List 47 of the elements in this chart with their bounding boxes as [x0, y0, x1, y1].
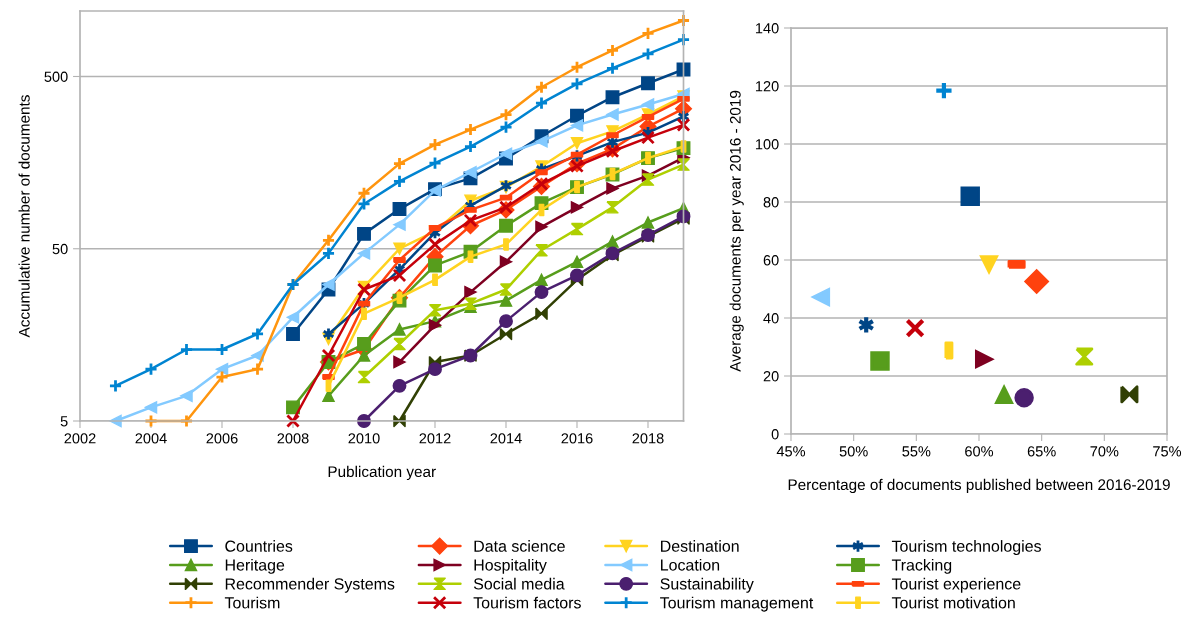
y-axis-title: Average documents per year 2016 - 2019 — [729, 90, 744, 372]
x-tick-label: 2008 — [277, 433, 309, 444]
y-tick-label: 50 — [52, 243, 68, 255]
y-tick-label: 20 — [763, 371, 779, 382]
x-axis-title: Publication year — [328, 465, 436, 481]
y-tick-label: 80 — [763, 197, 779, 208]
x-tick-label: 50% — [839, 446, 868, 457]
legend-label: Tourism technologies — [891, 540, 1041, 555]
legend-label: Data science — [474, 540, 565, 552]
legend-label: Tourist motivation — [891, 596, 1015, 609]
x-tick-label: 60% — [965, 446, 994, 457]
legend-label: Tourism factors — [473, 596, 581, 609]
x-tick-label: 2002 — [64, 433, 96, 444]
y-tick-label: 500 — [44, 71, 68, 82]
y-tick-label: 140 — [755, 23, 779, 34]
legend-label: Tourism management — [660, 596, 814, 612]
x-tick-label: 75% — [1153, 446, 1182, 457]
legend-label: Social media — [473, 577, 565, 590]
y-tick-label: 120 — [755, 81, 779, 92]
y-axis-title: Accumulative number of documents — [18, 95, 30, 338]
legend-label: Recommender Systems — [225, 577, 395, 593]
x-tick-label: 2004 — [135, 433, 167, 444]
x-axis-title: Percentage of documents published between 2016-2019 — [788, 478, 1170, 494]
x-tick-label: 70% — [1090, 446, 1119, 457]
y-tick-label: 5 — [60, 416, 68, 427]
y-tick-label: 60 — [763, 255, 779, 266]
x-tick-label: 2012 — [419, 433, 451, 444]
legend-label: Sustainability — [660, 577, 754, 593]
legend-label: Destination — [661, 540, 739, 552]
y-tick-label: 100 — [755, 139, 779, 150]
x-tick-label: 2014 — [490, 433, 522, 444]
x-tick-label: 45% — [776, 446, 806, 457]
legend-label: Tracking — [891, 558, 952, 574]
y-tick-label: 0 — [771, 429, 779, 440]
x-tick-label: 2016 — [561, 433, 593, 444]
x-tick-label: 2010 — [348, 433, 380, 444]
x-tick-label: 65% — [1027, 446, 1056, 457]
legend-label: Countries — [225, 540, 293, 552]
legend-label: Tourist experience — [891, 577, 1021, 593]
legend-label: Hospitality — [474, 558, 547, 574]
x-tick-label: 2018 — [632, 433, 664, 444]
x-tick-label: 2006 — [206, 433, 238, 444]
y-tick-label: 40 — [763, 313, 779, 324]
legend-label: Heritage — [225, 558, 285, 574]
legend-label: Tourism — [224, 596, 280, 609]
legend-label: Location — [661, 558, 720, 571]
x-tick-label: 55% — [902, 446, 931, 457]
